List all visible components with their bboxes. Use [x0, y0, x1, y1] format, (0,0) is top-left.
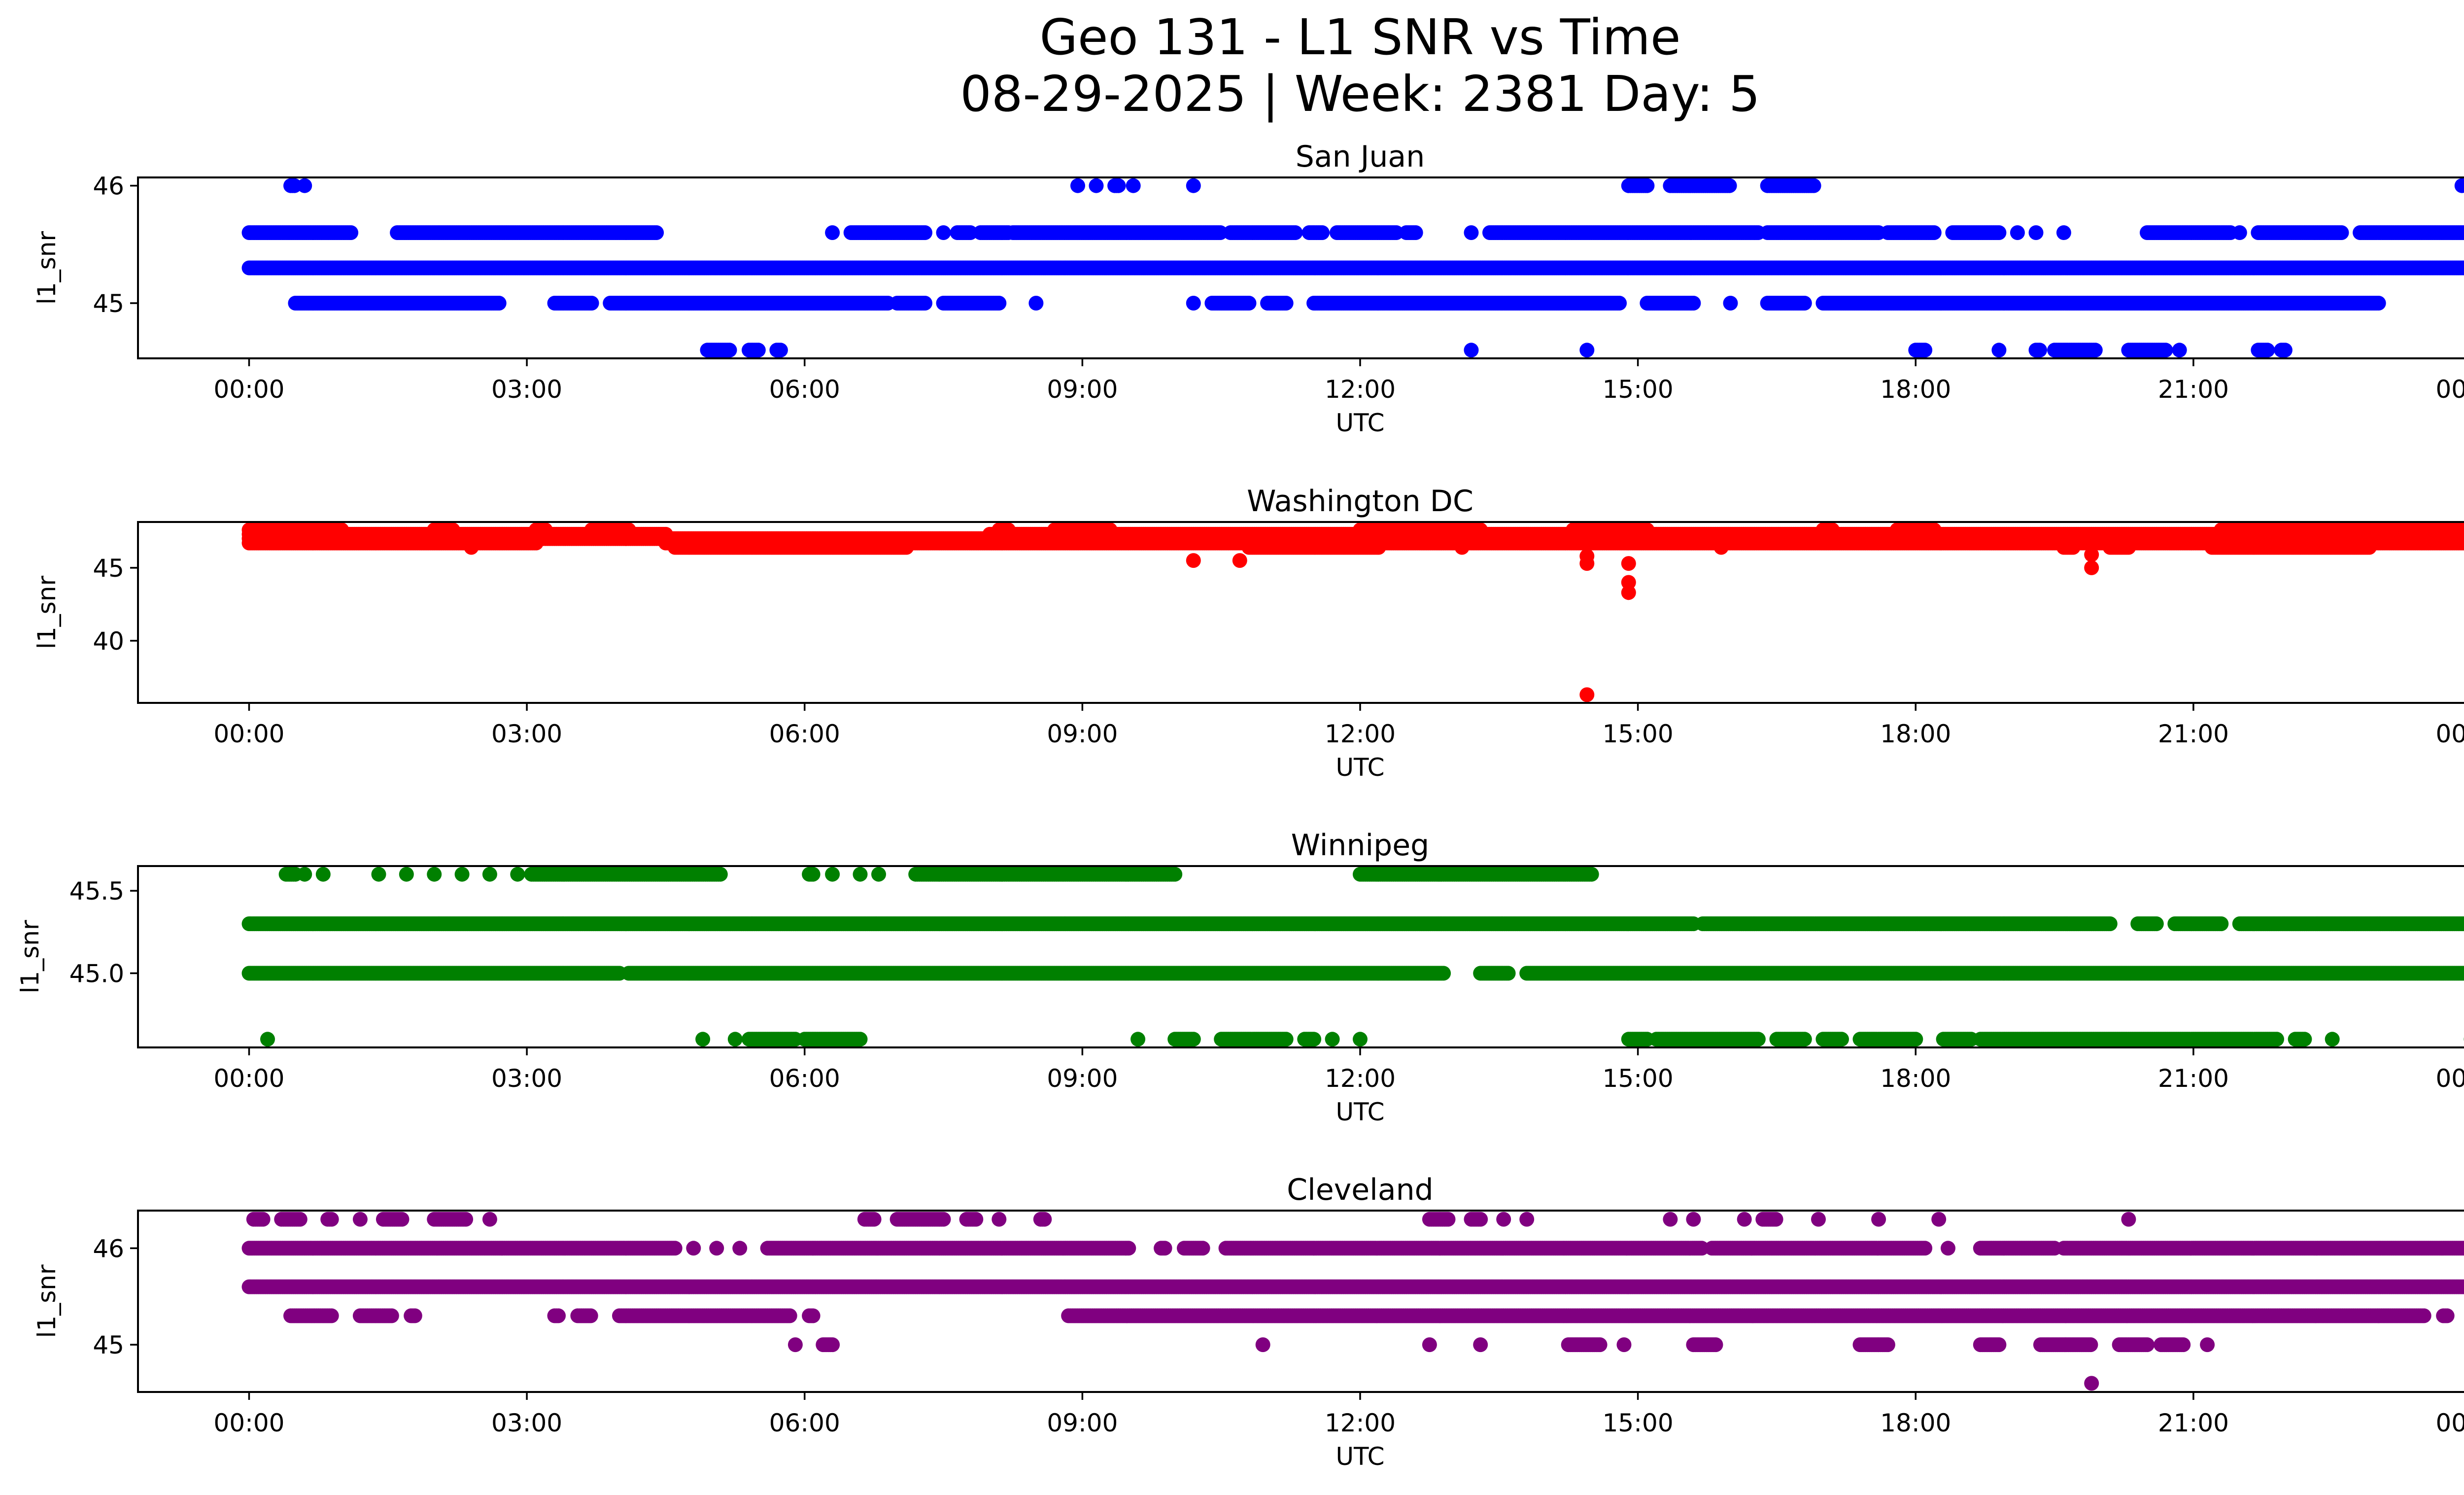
data-point [2462, 263, 2464, 273]
x-tick-label: 06:00 [769, 375, 840, 404]
subplot-san-juan: San Juan 00:00 03:00 06:00 09:00 12:00 15:00 18… [33, 139, 2464, 437]
subplot-title: Washington DC [1247, 484, 1473, 519]
data-point [1186, 178, 1201, 193]
data-point [2172, 343, 2187, 358]
data-point [1288, 225, 1303, 240]
data-point [1408, 225, 1423, 240]
data-point [2334, 225, 2349, 240]
x-tick-label: 00:00 [213, 375, 284, 404]
data-point [1797, 296, 1812, 311]
x-tick-label: 21:00 [2158, 375, 2229, 404]
data-point [1723, 296, 1738, 311]
x-tick-label: 09:00 [1047, 375, 1118, 404]
data-point [2032, 343, 2047, 358]
data-point [297, 178, 312, 193]
data-point [1686, 296, 1701, 311]
data-point [1722, 178, 1737, 193]
data-point [2010, 225, 2025, 240]
data-point [918, 296, 932, 311]
data-point [936, 225, 951, 240]
data-point [1111, 178, 1126, 193]
data-point [722, 343, 737, 358]
figure-title-line2: 08-29-2025 | Week: 2381 Day: 5 [960, 65, 1760, 123]
data-point [2088, 343, 2103, 358]
data-point [2158, 343, 2173, 358]
data-point [343, 225, 359, 240]
data-point [1991, 225, 2007, 240]
data-point [1126, 178, 1141, 193]
data-point [491, 296, 507, 311]
x-axis-label: UTC [1335, 409, 1384, 437]
data-point [963, 225, 978, 240]
data-point [825, 225, 840, 240]
data-point [1464, 225, 1479, 240]
data-point [2056, 225, 2071, 240]
data-point [773, 343, 788, 358]
data-point [2260, 343, 2275, 358]
x-tick-label: 03:00 [491, 375, 562, 404]
data-point [287, 178, 302, 193]
data-point [1579, 343, 1595, 358]
x-tick-label: 18:00 [1880, 375, 1951, 404]
snr-level-45-6 [241, 225, 2464, 240]
data-point [1278, 296, 1294, 311]
snr-level-44-6 [700, 343, 2293, 358]
data-point [1806, 178, 1821, 193]
snr-level-46 [283, 178, 2464, 193]
x-tick-label: 12:00 [1325, 375, 1396, 404]
data-point [649, 225, 664, 240]
x-tick-label: 00:00 [2435, 375, 2464, 404]
data-point [1315, 225, 1330, 240]
data-point [1917, 343, 1933, 358]
data-point [918, 225, 932, 240]
data-point [1241, 296, 1257, 311]
y-axis-label: l1_snr [33, 231, 61, 305]
x-tick-label: 15:00 [1603, 375, 1674, 404]
data-point [1089, 178, 1104, 193]
data-point [2028, 225, 2044, 240]
data-point [2277, 343, 2293, 358]
san-juan-scatter-series [241, 178, 2464, 358]
data-point [2232, 225, 2247, 240]
washington-dc-scatter-series [241, 522, 2464, 702]
data-point [1213, 225, 1228, 240]
data-point [1070, 178, 1085, 193]
data-point [1464, 343, 1479, 358]
snr-level-45 [288, 296, 2386, 311]
data-point [1640, 178, 1655, 193]
data-point [1186, 296, 1201, 311]
subplot-title: San Juan [1296, 139, 1425, 174]
snr-level-45-3 [241, 260, 2464, 276]
y-tick-label: 46 [93, 172, 124, 201]
data-point [2371, 296, 2386, 311]
data-point [1991, 343, 2007, 358]
data-point [2462, 227, 2464, 238]
data-point [751, 343, 766, 358]
data-point [584, 296, 599, 311]
data-point [1612, 296, 1627, 311]
data-point [1389, 225, 1404, 240]
y-tick-label: 45 [93, 289, 124, 318]
data-point [992, 296, 1007, 311]
figure-title-line1: Geo 131 - L1 SNR vs Time [1040, 8, 1681, 66]
data-point [1926, 225, 1942, 240]
data-point [2454, 178, 2464, 193]
data-point [1028, 296, 1044, 311]
